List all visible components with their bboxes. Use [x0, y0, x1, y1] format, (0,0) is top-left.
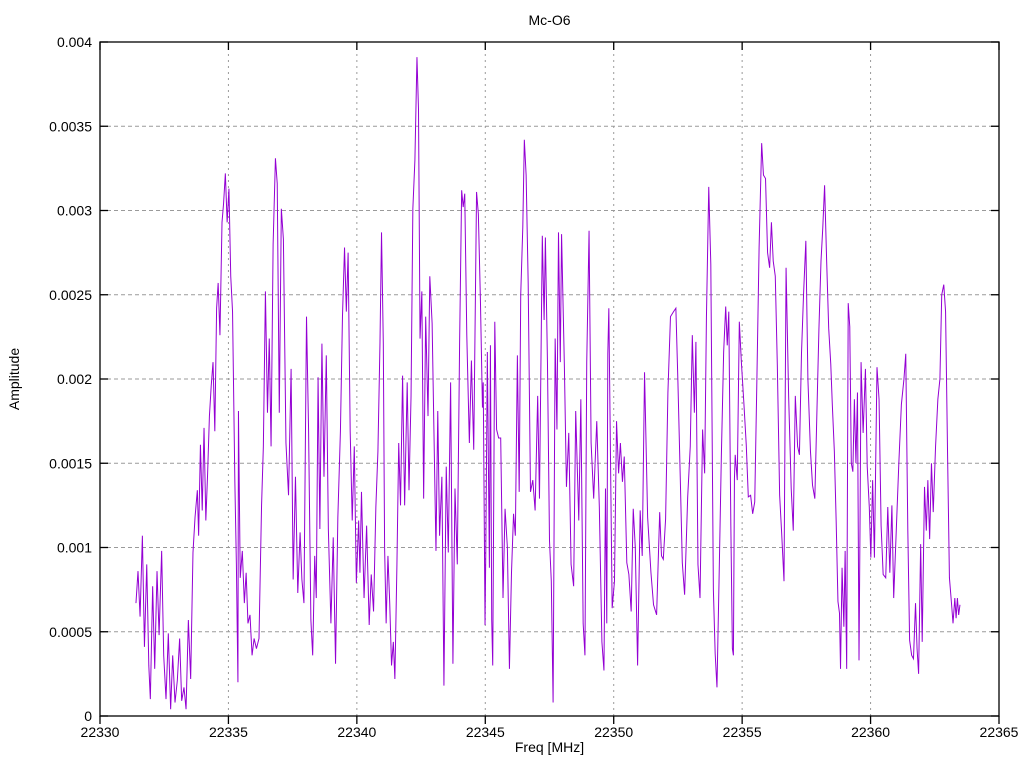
y-tick-label: 0.0035 [49, 118, 92, 134]
y-tick-label: 0 [84, 708, 92, 724]
x-tick-label: 22330 [81, 724, 120, 740]
x-tick-label: 22360 [851, 724, 890, 740]
x-tick-label: 22350 [594, 724, 633, 740]
y-tick-label: 0.001 [57, 540, 92, 556]
x-tick-label: 22345 [466, 724, 505, 740]
series-line [135, 57, 961, 710]
y-axis-label: Amplitude [6, 347, 22, 411]
y-tick-label: 0.0005 [49, 624, 92, 640]
y-tick-label: 0.004 [57, 34, 92, 50]
y-tick-label: 0.0015 [49, 455, 92, 471]
y-tick-label: 0.002 [57, 371, 92, 387]
x-axis-label: Freq [MHz] [514, 739, 585, 755]
x-tick-label: 22365 [980, 724, 1019, 740]
chart-title: Mc-O6 [528, 12, 571, 28]
x-tick-label: 22355 [723, 724, 762, 740]
y-tick-label: 0.003 [57, 203, 92, 219]
x-tick-label: 22335 [209, 724, 248, 740]
x-tick-label: 22340 [337, 724, 376, 740]
y-tick-label: 0.0025 [49, 287, 92, 303]
